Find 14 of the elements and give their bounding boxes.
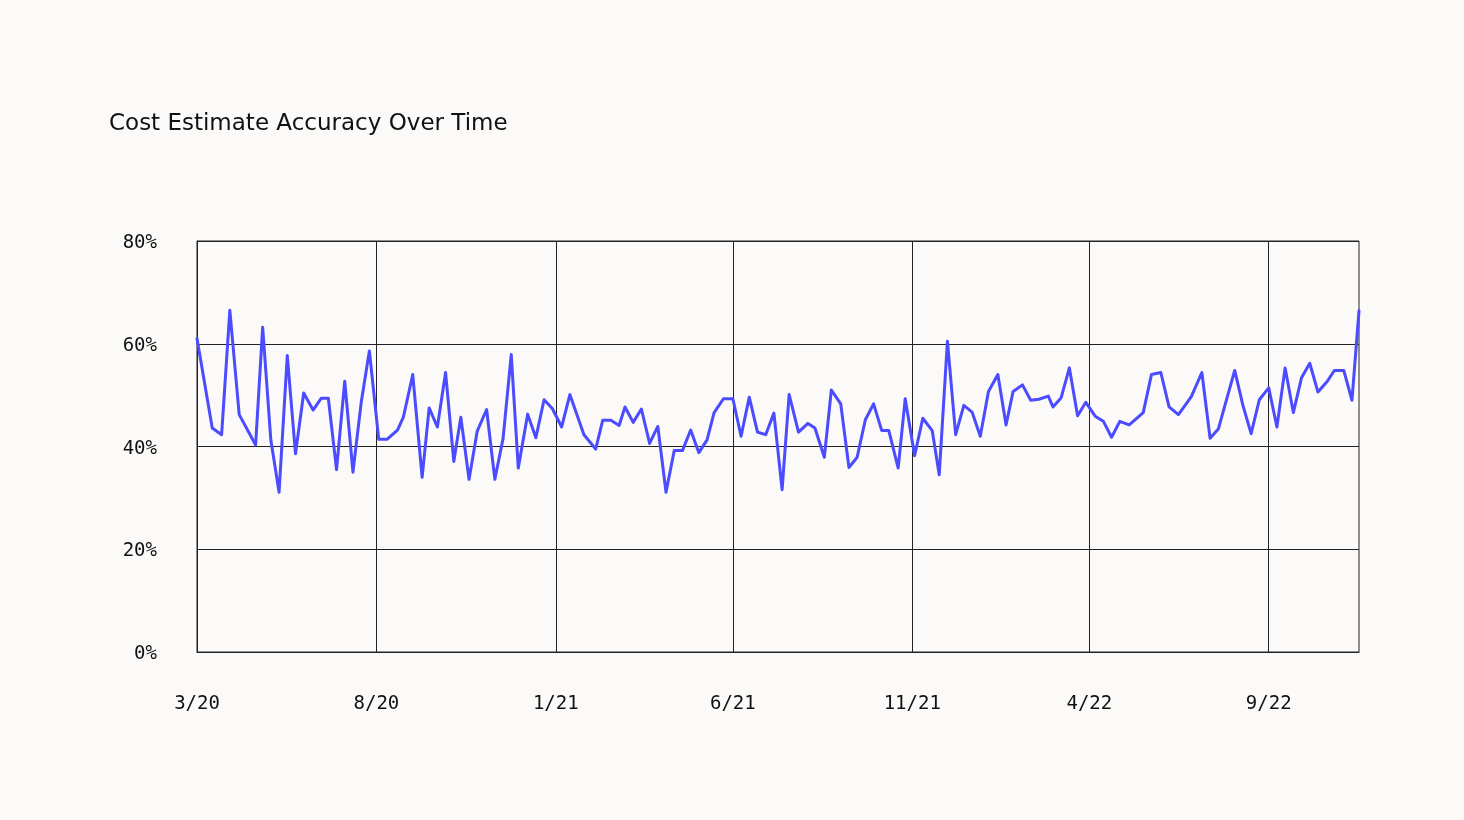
line-series (195, 308, 1361, 494)
x-tick-label: 3/20 (174, 690, 220, 713)
x-tick-label: 1/21 (532, 690, 579, 713)
chart-title: Cost Estimate Accuracy Over Time (109, 108, 508, 135)
x-tick-label: 4/22 (1066, 690, 1113, 713)
y-tick-label: 60% (122, 332, 158, 355)
x-tick-label: 9/22 (1245, 690, 1292, 713)
y-tick-label: 20% (122, 538, 158, 561)
y-tick-label: 40% (122, 435, 158, 458)
x-tick-label: 8/20 (353, 690, 400, 713)
x-tick-label: 6/21 (709, 690, 756, 713)
y-tick-label: 0% (134, 641, 158, 663)
x-tick-label: 11/21 (883, 690, 941, 713)
y-tick-label: 80% (122, 230, 158, 252)
